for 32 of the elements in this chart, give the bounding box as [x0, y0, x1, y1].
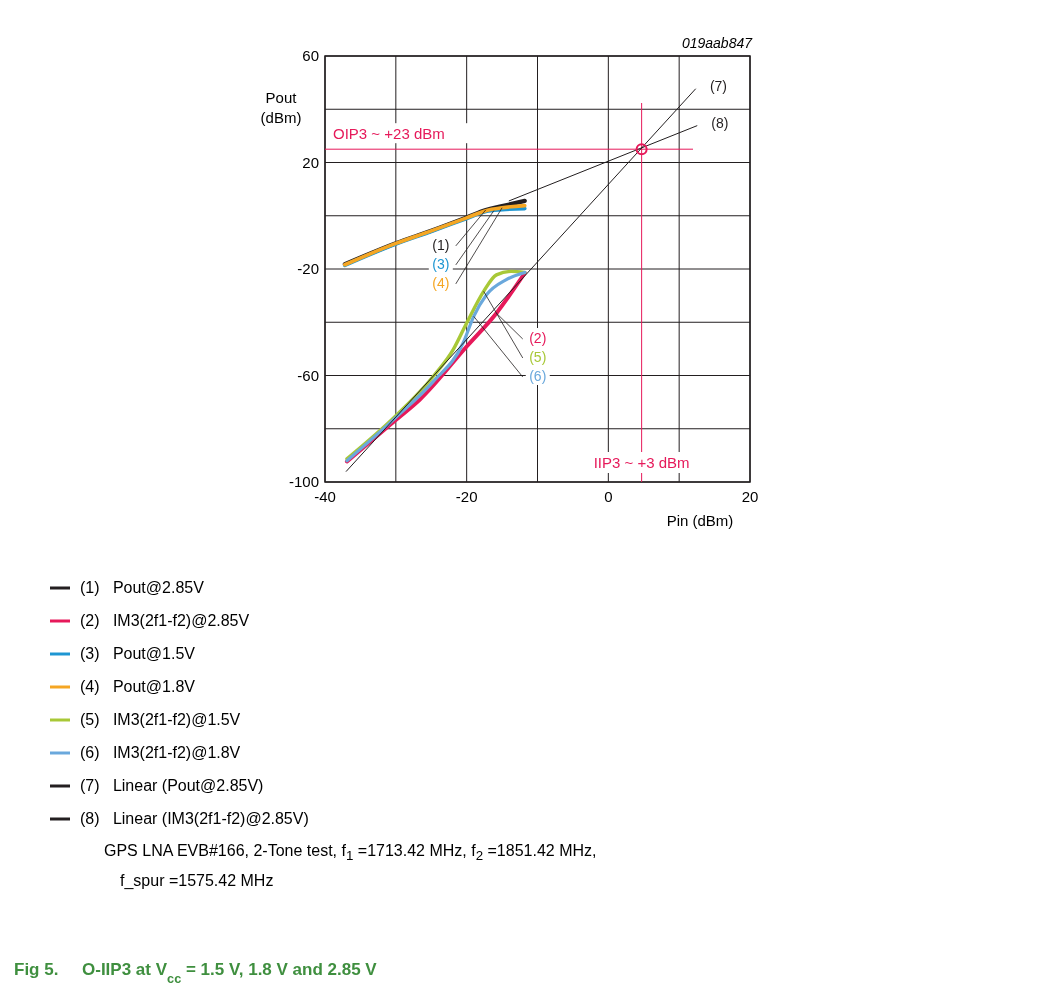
legend-label: (7) Linear (Pout@2.85V) [80, 777, 264, 794]
y-axis-title: Pout (dBm) [260, 89, 302, 126]
y-tick-label: 20 [302, 153, 319, 171]
y-tick-label: -100 [288, 473, 319, 490]
ref-line-label: IIP3 ~ +3 dBm [593, 454, 690, 471]
annotation: (6) [529, 367, 547, 384]
text: GPS LNA EVB#166, 2-Tone test, f$_{1}$ =1713.42 MHz, f$_{2}$ =1851.42 MHz, f_spur =1575.42 MHz [104, 842, 597, 890]
ref-line-label: OIP3 ~ +23 dBm [333, 125, 445, 143]
y-tick-label: -60 [297, 366, 319, 384]
annotation: (5) [529, 348, 547, 365]
annotation: (1) [432, 236, 450, 253]
legend-label: (4) Pout@1.8V [80, 678, 196, 695]
x-tick-label: -40 [314, 488, 336, 505]
annotation: (7) [709, 78, 728, 95]
text: 019aab847 [681, 35, 754, 51]
text: Fig 5. O-IIP3 at V$_{cc}$ = 1.5 V, 1.8 V and 2.85 V [14, 960, 378, 986]
annotation: (8) [711, 114, 729, 131]
y-tick-label: 60 [302, 47, 319, 64]
annotation: (3) [432, 255, 450, 272]
x-axis-title: Pin (dBm) [666, 512, 734, 529]
x-tick-label: 0 [604, 488, 613, 505]
legend-label: (2) IM3(2f1-f2)@2.85V [80, 612, 250, 629]
x-tick-label: -20 [455, 488, 478, 505]
legend-label: (1) Pout@2.85V [80, 579, 205, 596]
legend-label: (8) Linear (IM3(2f1-f2)@2.85V) [80, 810, 309, 827]
annotation: (2) [529, 329, 547, 346]
y-tick-label: -20 [297, 260, 319, 277]
legend-label: (3) Pout@1.5V [80, 645, 196, 662]
legend-label: (6) IM3(2f1-f2)@1.8V [80, 744, 241, 761]
annotation: (4) [432, 274, 450, 291]
legend-label: (5) IM3(2f1-f2)@1.5V [80, 711, 241, 728]
x-tick-label: 20 [741, 488, 759, 505]
